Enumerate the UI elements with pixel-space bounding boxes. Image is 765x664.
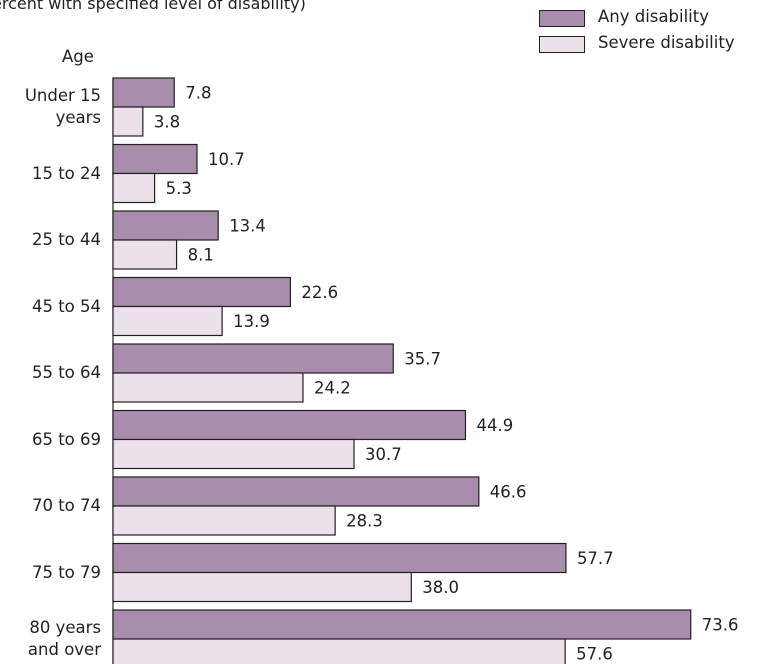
bar-any xyxy=(112,77,175,108)
legend-label-any: Any disability xyxy=(598,7,709,26)
category-label: 65 to 69 xyxy=(31,429,101,449)
bar-any xyxy=(112,276,292,308)
data-label-severe: 38.0 xyxy=(422,578,459,597)
data-label-any: 57.7 xyxy=(577,549,614,568)
y-axis-title: Age xyxy=(62,47,94,66)
data-label-any: 13.4 xyxy=(229,217,266,236)
bar-any xyxy=(112,542,567,574)
data-label-any: 46.6 xyxy=(490,483,527,502)
category-label: 55 to 64 xyxy=(31,363,101,382)
bar-severe xyxy=(112,505,336,536)
bar-any xyxy=(112,609,692,640)
data-label-any: 44.9 xyxy=(476,416,513,435)
bar-severe xyxy=(112,438,355,470)
data-label-severe: 57.6 xyxy=(576,645,613,664)
category-label: 70 to 74 xyxy=(31,496,101,515)
data-label-any: 22.6 xyxy=(301,283,338,302)
bar-severe xyxy=(112,239,178,270)
legend-label-severe: Severe disability xyxy=(598,33,735,52)
chart-subtitle: ercent with specified level of disabilit… xyxy=(0,0,306,13)
bar-severe xyxy=(112,172,156,204)
data-label-severe: 30.7 xyxy=(365,445,402,464)
bar-severe xyxy=(112,638,566,664)
bar-any xyxy=(112,409,467,441)
data-label-any: 7.8 xyxy=(185,84,211,103)
bar-any xyxy=(112,143,198,175)
bar-severe xyxy=(112,106,144,137)
data-label-severe: 8.1 xyxy=(188,246,214,265)
bar-severe xyxy=(112,372,304,403)
legend-swatch-any xyxy=(539,10,585,27)
data-label-any: 35.7 xyxy=(404,350,441,369)
bar-any xyxy=(112,343,394,374)
data-label-severe: 3.8 xyxy=(154,113,180,132)
bar-any xyxy=(112,210,219,241)
bar-any xyxy=(112,476,480,507)
data-label-any: 73.6 xyxy=(702,616,739,635)
data-label-severe: 28.3 xyxy=(346,512,383,531)
data-label-severe: 24.2 xyxy=(314,379,351,398)
category-label: 15 to 24 xyxy=(31,163,101,183)
legend-swatch-severe xyxy=(539,36,585,53)
category-label: 45 to 54 xyxy=(31,296,101,316)
category-label: Under 15 years xyxy=(24,86,101,127)
bar-severe xyxy=(112,305,223,337)
data-label-any: 10.7 xyxy=(208,150,245,169)
bar-severe xyxy=(112,571,412,603)
category-label: 25 to 44 xyxy=(31,230,101,249)
category-label: 75 to 79 xyxy=(31,562,101,582)
data-label-severe: 5.3 xyxy=(166,179,192,198)
data-label-severe: 13.9 xyxy=(233,312,270,331)
category-label: 80 years and over xyxy=(27,618,101,659)
